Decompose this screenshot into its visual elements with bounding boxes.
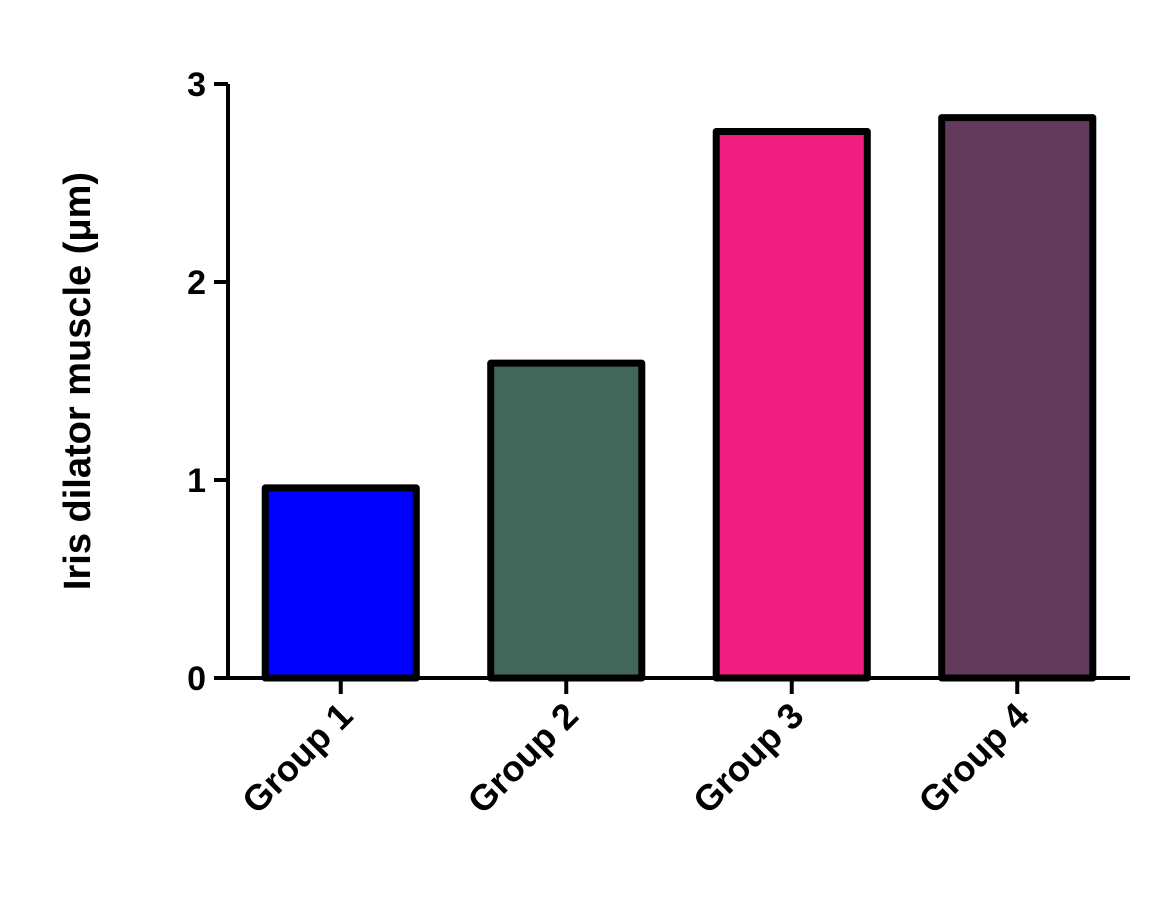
x-tick-label: Group 3	[685, 695, 812, 822]
x-tick-label: Group 2	[459, 695, 586, 822]
bar	[261, 484, 420, 682]
bar	[487, 359, 646, 682]
y-tick-label: 1	[187, 462, 206, 500]
y-tick-label: 2	[187, 264, 206, 302]
x-tick-label: Group 4	[910, 695, 1037, 822]
bar	[712, 128, 871, 682]
y-axis-label: Iris dilator muscle (μm)	[57, 172, 99, 590]
y-tick-label: 3	[187, 66, 206, 104]
x-tick-label: Group 1	[234, 695, 361, 822]
bar	[938, 114, 1097, 682]
y-tick-label: 0	[187, 660, 206, 698]
